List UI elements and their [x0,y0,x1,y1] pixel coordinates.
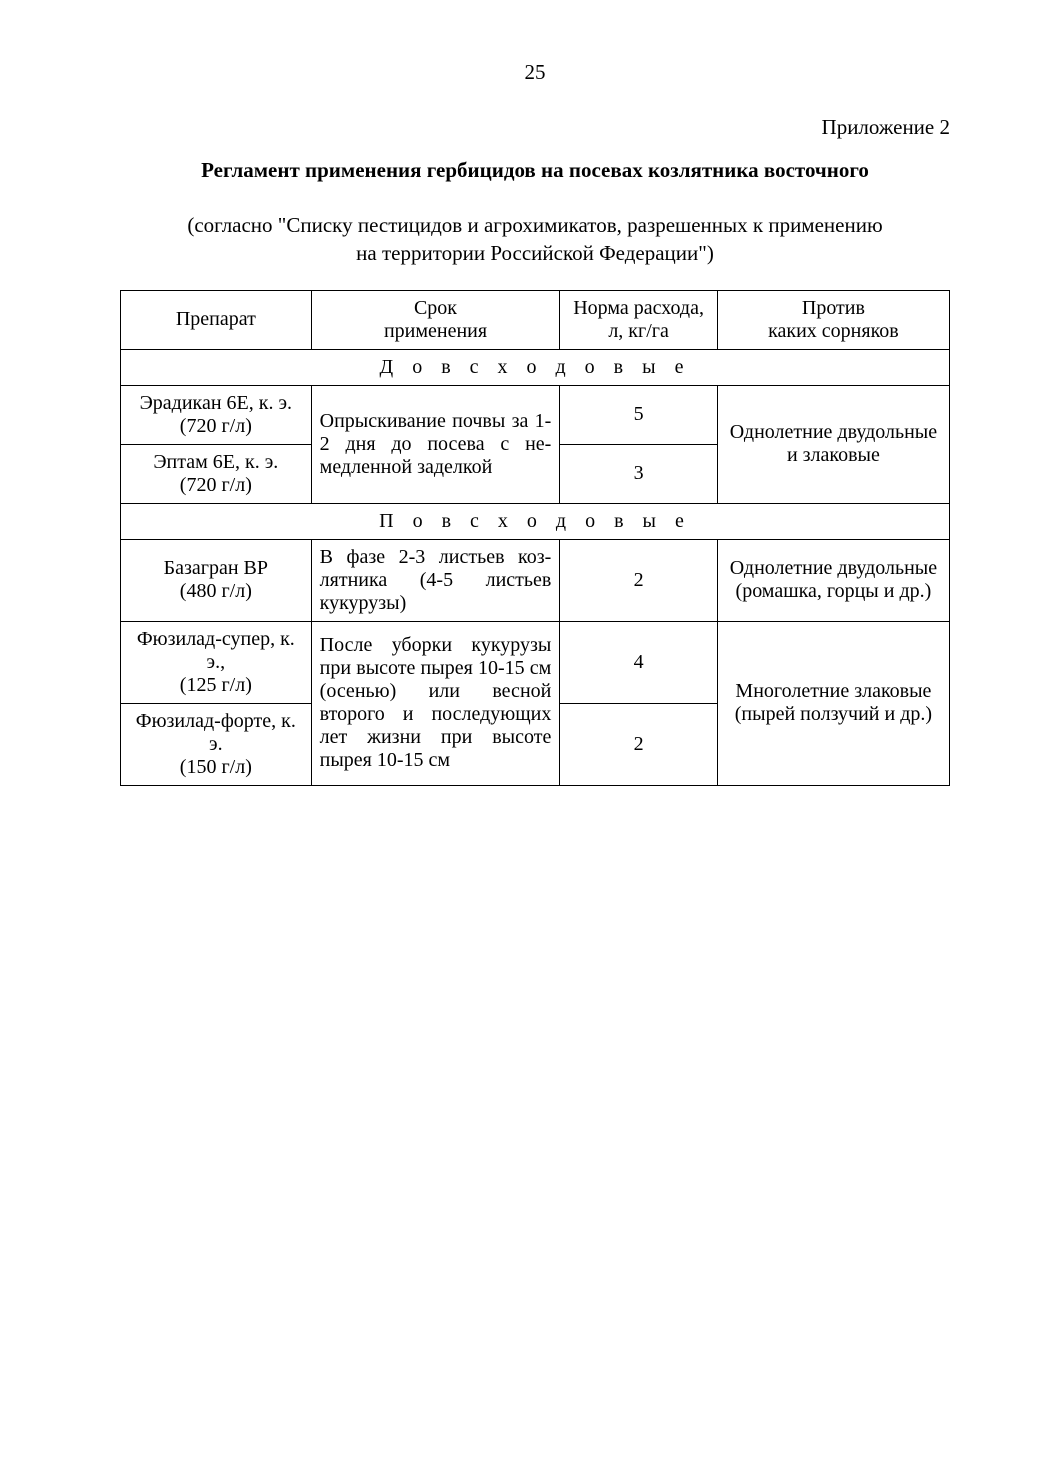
table-row: Эрадикан 6Е, к. э. (720 г/л) Опрыскивани… [121,385,950,444]
prep-line1: Эрадикан 6Е, к. э. [140,392,292,414]
cell-protiv: Однолетние двудольные и злаковые [717,385,949,503]
cell-norma: 3 [560,444,718,503]
cell-protiv: Многолетние злаковые (пырей ползучий и д… [717,621,949,785]
table-row: Базагран ВР (480 г/л) В фазе 2-3 листьев… [121,539,950,621]
table-row: Фюзилад-супер, к. э., (125 г/л) После уб… [121,621,950,703]
prep-line1: Фюзилад-форте, к. э. [136,710,296,755]
prep-line2: (480 г/л) [180,580,252,602]
header-norma: Норма расхода, л, кг/га [560,290,718,349]
cell-norma: 2 [560,539,718,621]
cell-srok: После уборки кукурузы при высоте пырея 1… [311,621,560,785]
prep-line1: Фюзилад-супер, к. э., [137,628,295,673]
prep-line1: Базагран ВР [164,557,268,579]
section-pre-label: Д о в с х о д о в ы е [121,349,950,385]
prep-line2: (720 г/л) [180,415,252,437]
prep-line1: Эптам 6Е, к. э. [153,451,278,473]
header-protiv-line2: каких сорняков [768,320,899,342]
cell-norma: 5 [560,385,718,444]
header-norma-line1: Норма расхода, [573,297,704,319]
header-norma-line2: л, кг/га [608,320,669,342]
cell-norma: 2 [560,703,718,785]
cell-norma: 4 [560,621,718,703]
cell-protiv: Однолетние двудольные (ромашка, горцы и … [717,539,949,621]
cell-prep: Базагран ВР (480 г/л) [121,539,312,621]
herbicide-table: Препарат Срок применения Норма расхода, … [120,290,950,786]
header-srok-line2: применения [384,320,487,342]
cell-prep: Эптам 6Е, к. э. (720 г/л) [121,444,312,503]
section-post-label: П о в с х о д о в ы е [121,503,950,539]
subtitle-line-1: (согласно "Списку пестицидов и агрохимик… [187,213,882,237]
header-srok-line1: Срок [414,297,457,319]
cell-prep: Эрадикан 6Е, к. э. (720 г/л) [121,385,312,444]
page-subtitle: (согласно "Списку пестицидов и агрохимик… [120,211,950,268]
prep-line2: (150 г/л) [180,756,252,778]
page-title: Регламент применения гербицидов на посев… [120,158,950,183]
header-protiv: Против каких сорняков [717,290,949,349]
cell-prep: Фюзилад-супер, к. э., (125 г/л) [121,621,312,703]
appendix-label: Приложение 2 [120,115,950,140]
section-post-emergent: П о в с х о д о в ы е [121,503,950,539]
page: 25 Приложение 2 Регламент применения гер… [0,0,1040,1471]
cell-srok: В фазе 2-3 листьев коз­лятника (4-5 лист… [311,539,560,621]
table-header-row: Препарат Срок применения Норма расхода, … [121,290,950,349]
cell-srok: Опрыскивание почвы за 1-2 дня до посева … [311,385,560,503]
header-preparat: Препарат [121,290,312,349]
prep-line2: (720 г/л) [180,474,252,496]
header-srok: Срок применения [311,290,560,349]
header-protiv-line1: Против [802,297,865,319]
page-number: 25 [120,60,950,85]
prep-line2: (125 г/л) [180,674,252,696]
cell-prep: Фюзилад-форте, к. э. (150 г/л) [121,703,312,785]
subtitle-line-2: на территории Российской Федерации") [356,241,714,265]
section-pre-emergent: Д о в с х о д о в ы е [121,349,950,385]
